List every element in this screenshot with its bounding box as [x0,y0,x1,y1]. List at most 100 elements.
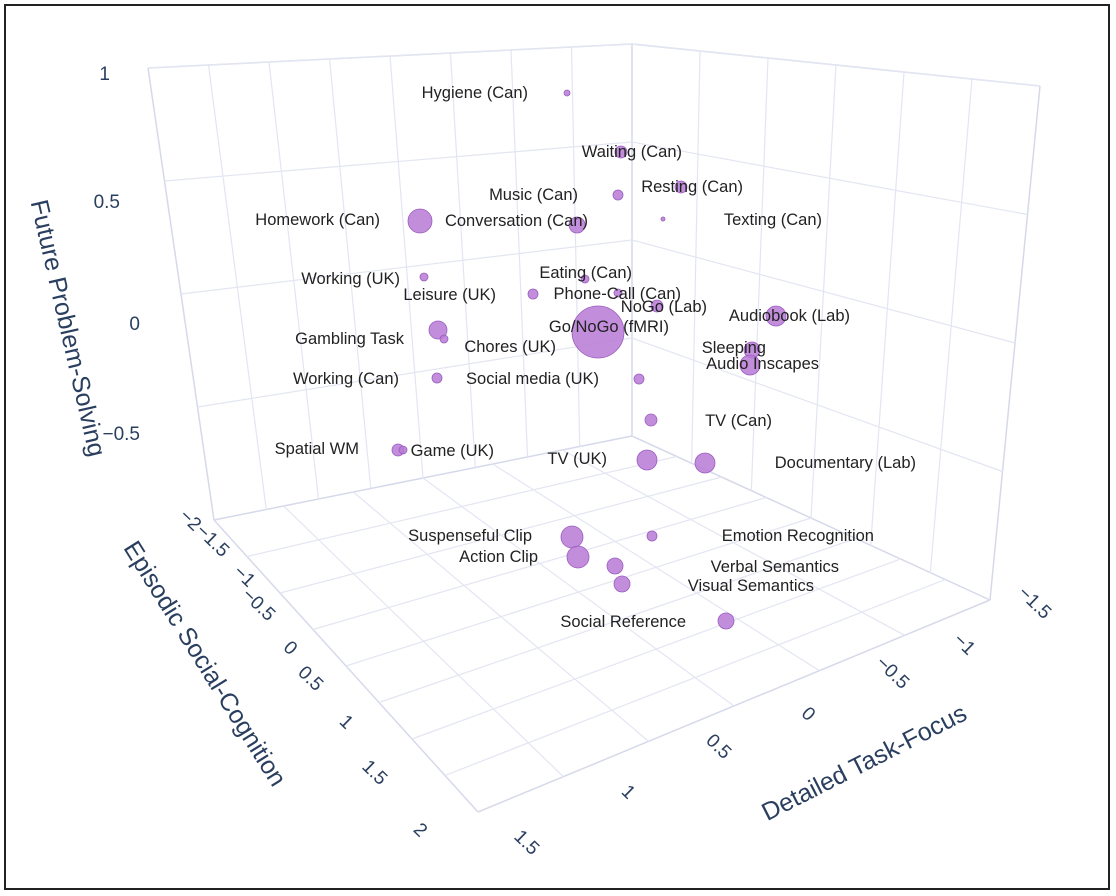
point-label: Music (Can) [489,186,578,204]
x-axis-title: Detailed Task-Focus [757,699,971,827]
grid-layer [147,43,1041,813]
x-gridline [691,50,701,464]
x-gridline [750,57,769,491]
point-label: Hygiene (Can) [422,84,528,102]
point-label: Gambling Task [295,330,405,348]
floor-gridline [352,491,650,742]
scatter-point [660,216,666,222]
scatter-point [612,189,624,201]
point-label: Suspenseful Clip [408,527,532,545]
x-gridline [870,71,905,546]
point-label: TV (UK) [547,450,607,468]
point-label: Game (UK) [411,442,494,460]
point-label: Working (Can) [293,370,399,388]
y-gridline [328,58,372,489]
point-label: Texting (Can) [724,211,822,229]
y-tick-label: 1 [335,711,357,733]
point-label: Social Reference [560,613,686,631]
z-tick-label: 0 [129,314,140,335]
x-tick-label: 1 [617,781,639,803]
label-layer: Hygiene (Can) Waiting (Can) Music (Can) Res… [255,84,916,631]
x-tick-label: 0.5 [702,730,736,763]
x-tick-label: −1 [949,629,979,659]
scatter-point [633,373,645,385]
point-label: Leisure (UK) [403,286,496,304]
y-gridline [449,52,476,468]
scatter-point [428,320,448,340]
scatter-point [674,180,688,194]
scatter-point [580,274,590,284]
scatter-point [765,305,787,327]
point-label: Homework (Can) [255,211,380,229]
point-label: Emotion Recognition [722,527,874,545]
scatter-point [613,575,631,593]
scatter-point [650,299,664,313]
x-tick-label: −0.5 [872,652,914,693]
z-axis-title: Future Problem-Solving [25,197,111,459]
x-tick-label: 1.5 [510,826,544,859]
point-label: Resting (Can) [641,178,743,196]
point-label: Waiting (Can) [582,143,682,161]
y-gridline [570,46,581,447]
scatter-point [439,334,449,344]
point-layer [391,89,787,630]
floor-gridline [562,449,905,636]
scatter-point [407,208,433,234]
point-label: Phone-Call (Can) [554,285,681,303]
point-label: Eating (Can) [539,264,632,282]
y-tick-label: 1.5 [358,756,392,789]
scatter-point [644,413,658,427]
point-label: Documentary (Lab) [775,454,916,472]
x-tick-label: 0 [797,703,819,725]
z-tick-label: 1 [99,64,110,85]
point-label: Working (UK) [301,270,400,288]
scatter-point [527,288,539,300]
y-tick-label: 2 [409,819,431,841]
scatter-point [636,449,658,471]
point-label: Audiobook (Lab) [729,307,850,325]
scatter-point [431,372,443,384]
point-label: Social media (UK) [466,370,599,388]
point-label: Conversation (Can) [445,212,588,230]
chart-frame [4,4,1110,890]
y-gridline [268,61,320,500]
scatter-point [398,445,408,455]
point-label: Sleeping [702,339,766,357]
scatter-point [571,305,625,359]
scatter-point [419,272,429,282]
point-label: Spatial WM [275,440,359,458]
scatter-point [646,530,658,542]
scatter-point [694,452,716,474]
scatter-point [614,145,628,159]
z-tick-label: −0.5 [102,424,140,445]
point-label: Chores (UK) [464,338,556,356]
point-label: NoGo (Lab) [621,298,707,316]
x-gridline [810,64,837,519]
point-label: Visual Semantics [688,577,814,595]
scatter-point [563,89,571,97]
floor-gridline [283,505,564,778]
scatter-point [717,612,735,630]
x-tick-label: −1.5 [1014,582,1056,623]
y-tick-label: 0.5 [294,662,328,695]
point-label: Verbal Semantics [711,558,839,576]
floor-gridline [492,463,820,672]
floor-gridline [422,477,735,707]
scatter-point [606,557,624,575]
y-tick-label: 0 [279,637,301,659]
scatter-point [613,288,623,298]
y-gridline [510,49,529,458]
scatter-point [566,545,590,569]
point-label: Action Clip [459,548,538,566]
z-tick-label: 0.5 [94,192,120,213]
scatter-point [560,525,584,549]
y-gridline [207,64,267,510]
scatter-point [739,354,761,376]
scatter-point [568,216,586,234]
point-label: Audio Inscapes [706,355,819,373]
point-label: TV (Can) [705,412,772,430]
y-gridline [389,55,424,479]
y-axis-title: Episodic Social-Cognition [118,536,292,791]
point-label: Go/NoGo (fMRI) [549,318,669,336]
